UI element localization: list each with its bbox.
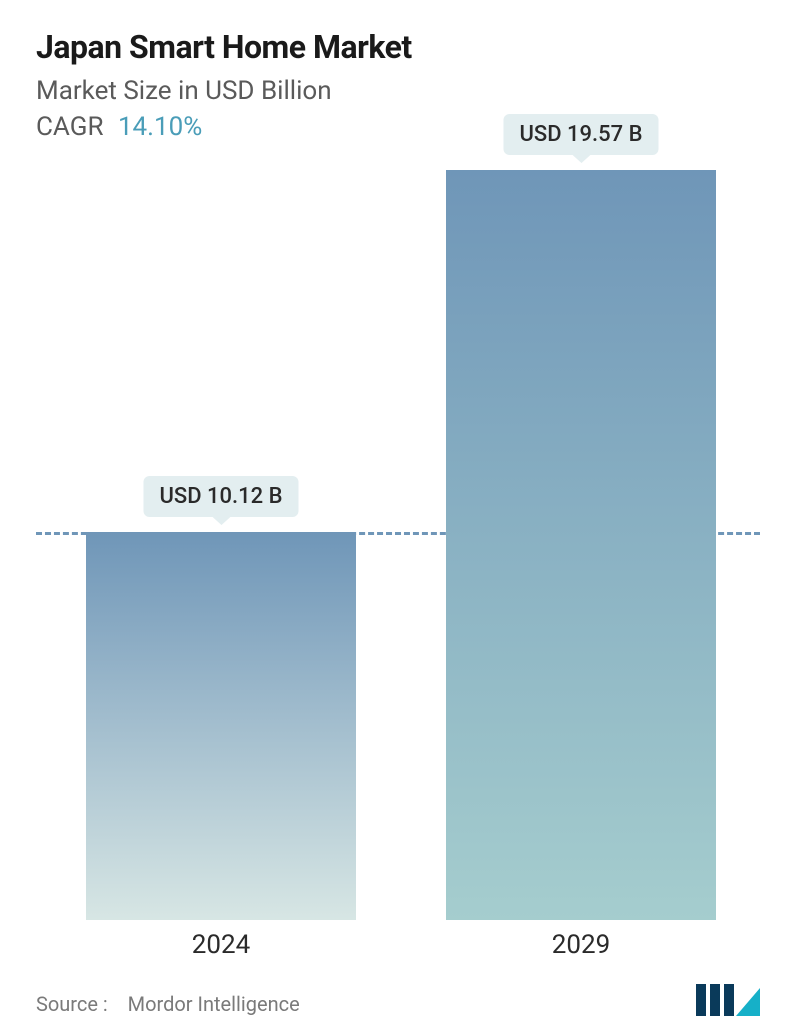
bar-2024: USD 10.12 B xyxy=(86,532,356,920)
x-axis-label: 2029 xyxy=(446,930,716,960)
bar-value-label: USD 10.12 B xyxy=(143,476,298,517)
source-name: Mordor Intelligence xyxy=(128,992,300,1016)
source-label: Source : xyxy=(36,992,108,1016)
bar-fill xyxy=(86,532,356,920)
source-attribution: Source : Mordor Intelligence xyxy=(36,992,300,1016)
bar-value-label-wrap: USD 10.12 B xyxy=(143,476,298,517)
bar-fill xyxy=(446,170,716,920)
chart-container: Japan Smart Home Market Market Size in U… xyxy=(0,0,796,1034)
chart-plot-area: USD 10.12 B USD 19.57 B xyxy=(36,170,760,920)
bar-value-label-wrap: USD 19.57 B xyxy=(503,114,658,155)
chart-title: Japan Smart Home Market xyxy=(36,28,760,66)
cagr-value: 14.10% xyxy=(118,112,202,142)
chart-subtitle: Market Size in USD Billion xyxy=(36,76,760,106)
cagr-label: CAGR xyxy=(36,112,103,142)
bar-value-label: USD 19.57 B xyxy=(503,114,658,155)
x-axis-labels: 2024 2029 xyxy=(36,930,760,970)
brand-logo-icon xyxy=(696,974,760,1016)
chart-footer: Source : Mordor Intelligence xyxy=(36,974,760,1016)
x-axis-label: 2024 xyxy=(86,930,356,960)
bar-2029: USD 19.57 B xyxy=(446,170,716,920)
